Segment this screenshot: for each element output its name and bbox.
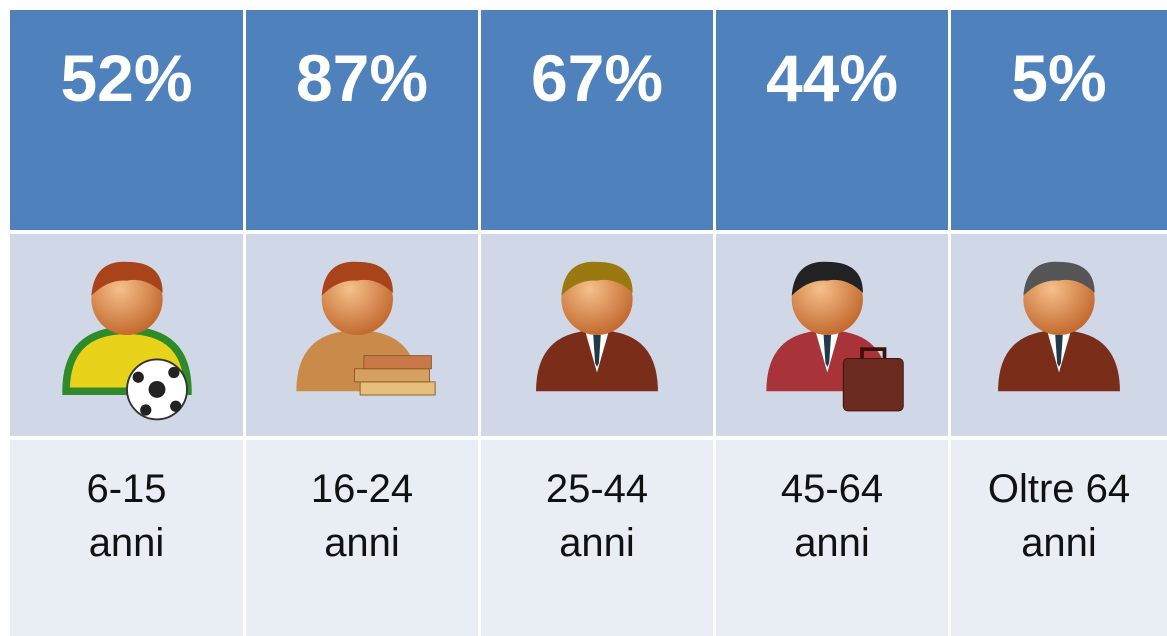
label-line: anni: [716, 516, 948, 570]
label-line: Oltre 64: [951, 462, 1167, 516]
label-line: 25-44: [481, 462, 713, 516]
label-line: 45-64: [716, 462, 948, 516]
label-line: anni: [481, 516, 713, 570]
label-line: 16-24: [246, 462, 478, 516]
child-icon: [52, 240, 202, 430]
icon-cell: [481, 234, 713, 436]
adult-icon: [522, 240, 672, 430]
worker-icon: [757, 240, 907, 430]
label-line: anni: [951, 516, 1167, 570]
icon-cell: [716, 234, 948, 436]
icon-cell: [10, 234, 243, 436]
percentage: 52%: [10, 10, 243, 230]
student-icon: [287, 240, 437, 430]
label-line: anni: [246, 516, 478, 570]
icon-cell: [951, 234, 1167, 436]
icon-cell: [246, 234, 478, 436]
label-line: 6-15: [10, 462, 243, 516]
table: 52% 87% 67% 44% 5%: [10, 10, 1167, 636]
senior-icon: [984, 240, 1134, 430]
percentage: 87%: [246, 10, 478, 230]
page: 52% 87% 67% 44% 5%: [0, 0, 1167, 636]
label-line: anni: [10, 516, 243, 570]
percentage: 44%: [716, 10, 948, 230]
percentage: 67%: [481, 10, 713, 230]
percentage: 5%: [951, 10, 1167, 230]
